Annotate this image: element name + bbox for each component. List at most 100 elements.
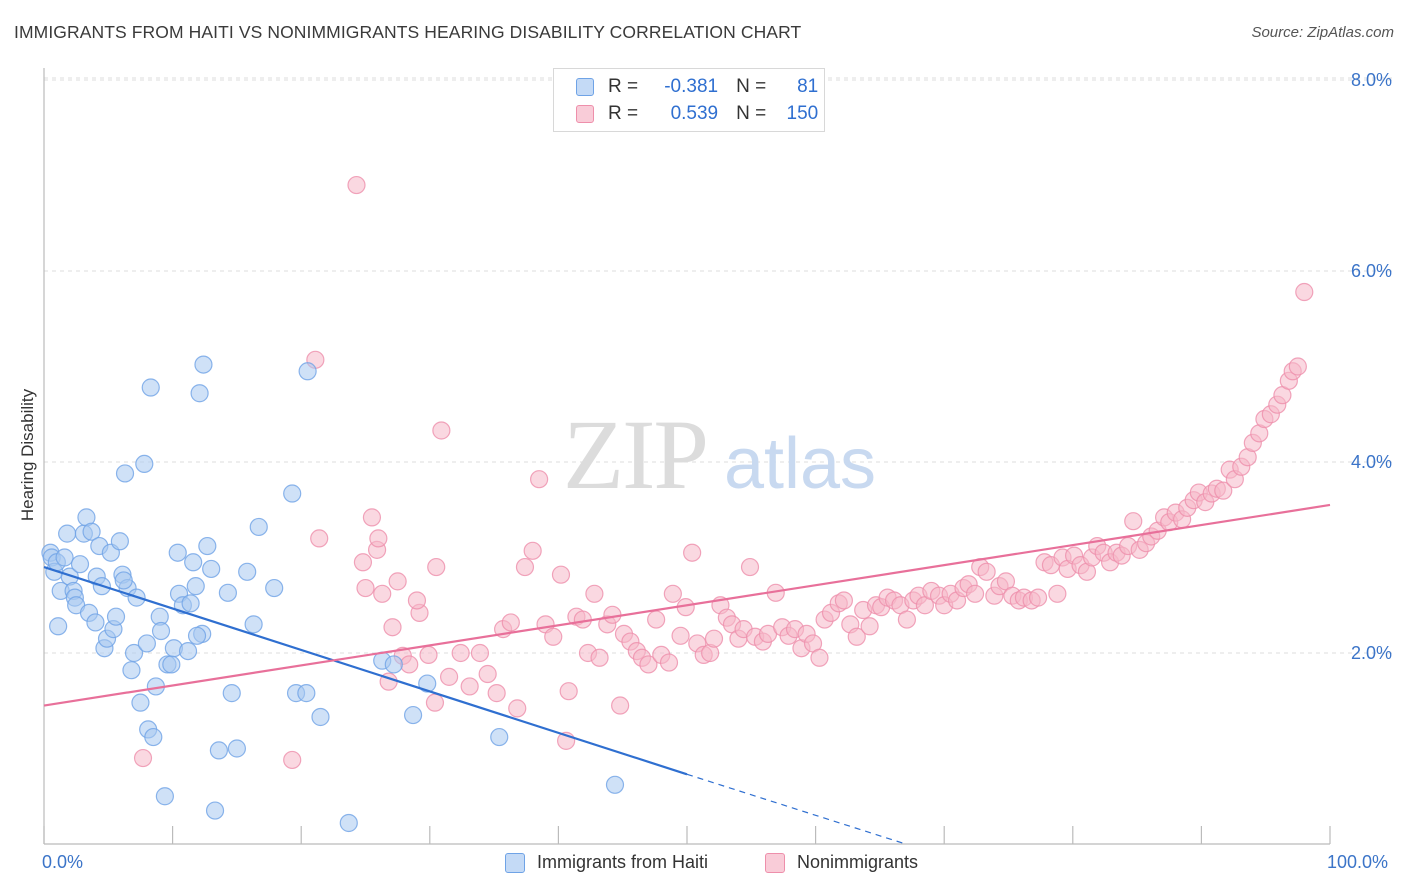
data-point [249,517,268,537]
data-point [639,655,658,674]
data-point [209,741,228,760]
data-point [501,613,520,632]
data-point [403,705,423,725]
data-point [70,555,90,574]
data-point [362,508,382,527]
data-point [834,591,853,610]
stats-row-nonimmigrants: R = 0.539 N = 150 [576,101,818,127]
data-point [439,667,459,686]
data-point [283,750,302,770]
data-point [400,655,419,674]
chart-title: IMMIGRANTS FROM HAITI VS NONIMMIGRANTS H… [14,22,802,42]
data-point [178,641,198,661]
data-point [144,727,163,747]
x-tick-max: 100.0% [1327,852,1389,872]
data-point [551,565,571,584]
data-point [487,684,506,703]
data-point [1028,588,1048,607]
data-point [740,557,760,577]
data-point [425,693,445,712]
data-point [86,613,105,632]
data-point [523,541,542,560]
data-point [187,626,207,645]
data-point [530,470,549,489]
data-point [168,543,187,562]
data-point [162,655,181,674]
data-point [141,378,160,397]
data-point [1295,282,1314,302]
data-point [559,682,578,701]
data-point [860,617,879,636]
data-point [977,562,996,581]
data-point [49,617,68,636]
data-point [115,464,135,483]
legend-swatch-nonimmigrants [765,852,785,873]
data-point [265,578,284,598]
data-point [663,584,682,603]
data-point [58,524,77,543]
data-point [194,355,213,374]
data-point [356,578,375,598]
source-credit: Source: ZipAtlas.com [1251,24,1394,41]
data-point [605,775,625,794]
data-point [184,553,203,572]
data-point [810,648,829,667]
watermark-atlas: atlas [724,424,876,504]
legend-label-nonimmigrants: Nonimmigrants [797,852,919,872]
data-point [418,674,437,693]
data-point [704,629,724,648]
data-point [585,584,604,603]
data-point [369,529,388,548]
data-point [283,484,302,503]
data-point [238,562,257,581]
legend-item-nonimmigrants[interactable]: Nonimmigrants [765,852,918,873]
series-nonimmigrants [133,175,1314,770]
data-point [222,684,241,703]
data-point [110,532,129,551]
trend-line-nonimmigrants [43,503,1331,707]
data-point [311,707,330,727]
data-point [590,648,609,667]
trend-lines [43,503,1331,845]
data-point [544,627,563,646]
data-point [298,362,317,381]
stats-r-value: -0.381 [664,76,719,97]
data-point [190,384,209,403]
data-point [427,557,446,577]
data-point [124,643,144,663]
data-point [407,591,427,610]
data-point [478,664,497,684]
data-point [339,813,358,833]
data-point [603,605,622,624]
data-point [218,583,237,602]
data-point [470,643,490,663]
data-point [490,727,509,747]
data-point [151,621,171,641]
data-point [133,748,153,768]
data-point [508,699,527,718]
stats-box: R = -0.381 N = 81 R = 0.539 N = 150 [553,68,825,132]
x-tick-min: 0.0% [42,852,84,872]
data-point [347,175,366,195]
data-point [419,645,438,665]
data-point [181,594,200,613]
data-point [683,543,702,562]
data-point [847,627,866,646]
stats-r-label: R = [608,103,639,124]
stats-row-haiti: R = -0.381 N = 81 [576,74,818,100]
stats-n-label: N = [736,103,767,124]
y-tick-label: 2.0% [1351,643,1392,663]
data-point [122,661,141,680]
data-point [202,559,221,579]
data-point [55,548,74,567]
data-point [353,553,373,572]
data-point [897,610,917,629]
data-point [310,529,329,548]
watermark-zip: ZIP [563,399,707,510]
legend-swatch-haiti [505,852,525,873]
data-point [373,584,392,603]
data-point [432,421,451,440]
data-point [1048,584,1067,603]
legend-item-haiti[interactable]: Immigrants from Haiti [505,852,708,873]
